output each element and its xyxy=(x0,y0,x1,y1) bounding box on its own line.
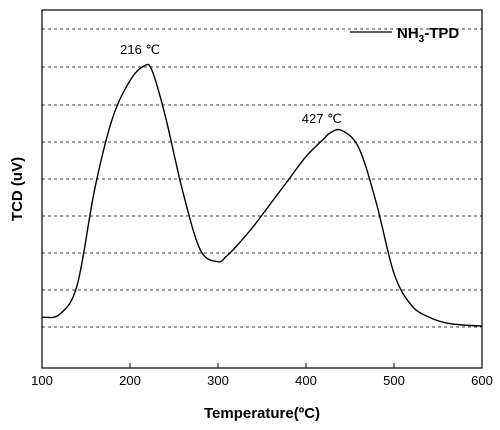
legend-label-sub: 3 xyxy=(419,34,425,45)
x-axis-ticks: 100 200 300 400 500 600 xyxy=(31,363,493,388)
x-axis-title: Temperature(ºC) xyxy=(204,405,320,422)
peak-annotation-label: 427 ℃ xyxy=(302,111,342,126)
x-tick-label: 600 xyxy=(471,373,493,388)
series-line-nh3-tpd xyxy=(41,63,483,327)
x-tick-label: 500 xyxy=(383,373,405,388)
plot-frame xyxy=(41,9,483,369)
x-tick-label: 200 xyxy=(119,373,141,388)
legend-label: NH3-TPD xyxy=(397,25,459,45)
legend-label-main: NH xyxy=(397,25,419,42)
x-tick-label: 300 xyxy=(207,373,229,388)
legend: NH3-TPD xyxy=(350,25,459,45)
x-tick-label: 400 xyxy=(295,373,317,388)
grid-lines xyxy=(42,28,482,328)
legend-label-rest: -TPD xyxy=(424,25,459,42)
peak-annotations: 216 ℃ 427 ℃ xyxy=(120,42,342,126)
y-axis-title: TCD (uV) xyxy=(9,157,26,221)
peak-annotation-label: 216 ℃ xyxy=(120,42,160,57)
x-tick-label: 100 xyxy=(31,373,53,388)
